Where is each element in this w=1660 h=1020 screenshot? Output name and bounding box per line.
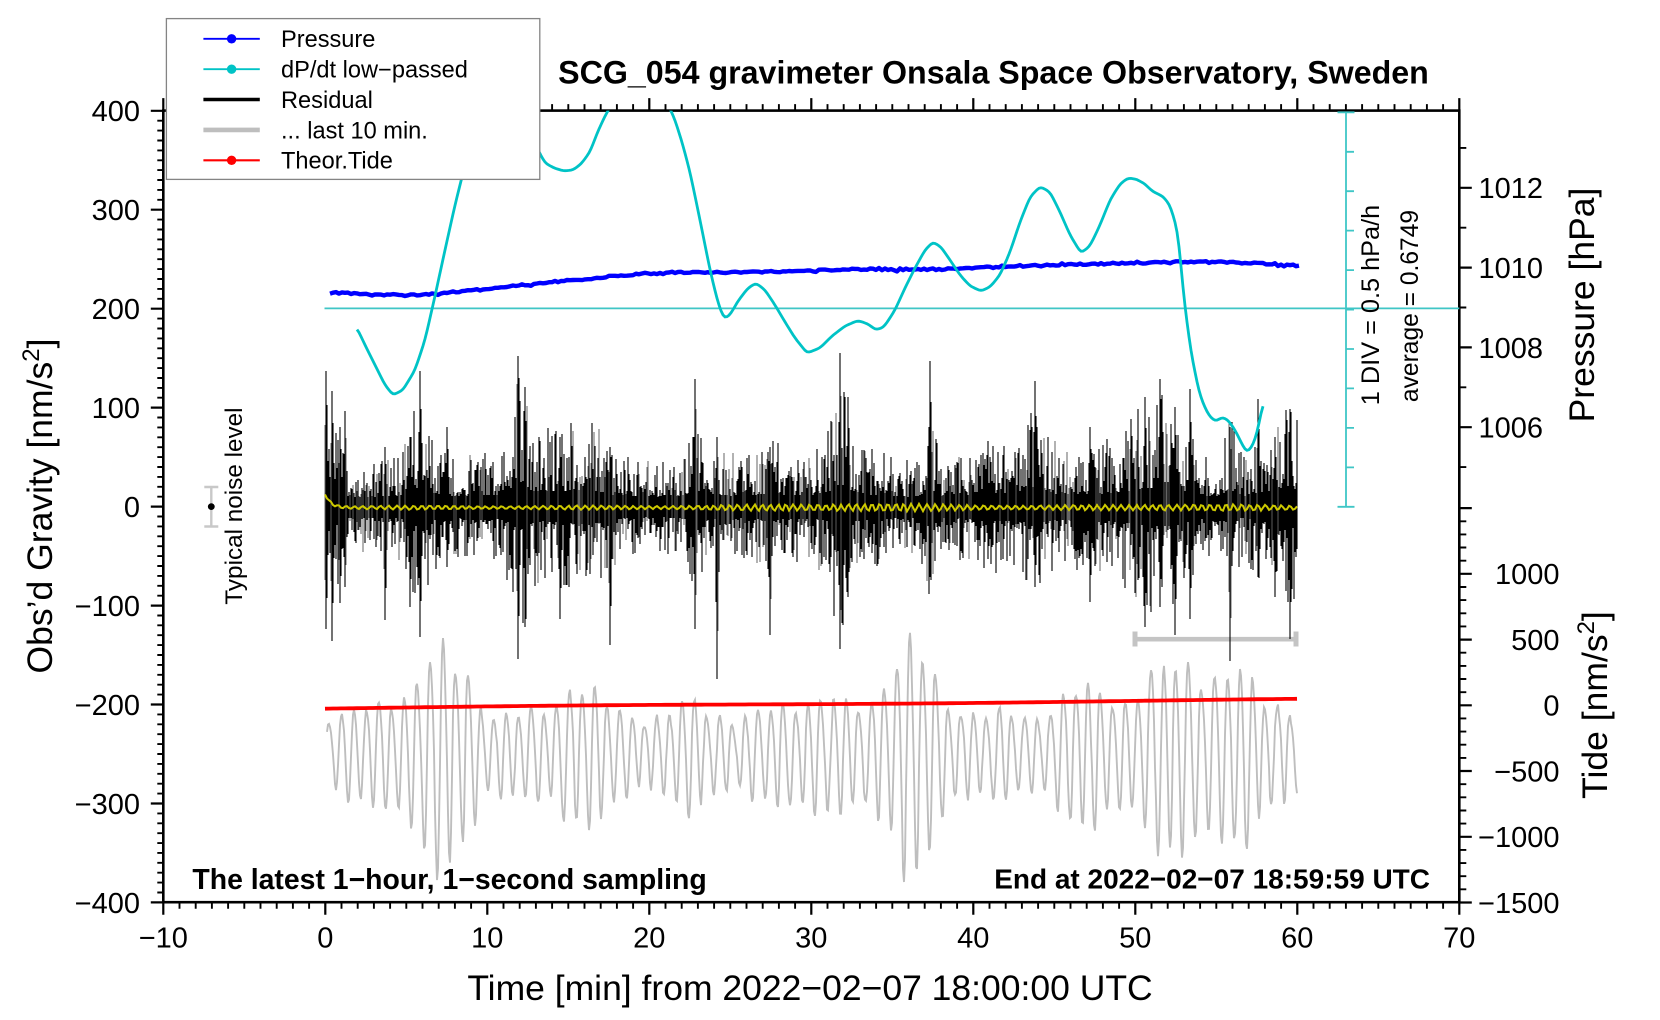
svg-text:30: 30: [795, 923, 827, 955]
svg-text:1008: 1008: [1478, 333, 1543, 365]
svg-text:50: 50: [1119, 923, 1151, 955]
svg-text:1012: 1012: [1478, 173, 1543, 205]
svg-text:Time [min] from 2022−02−07 18:: Time [min] from 2022−02−07 18:00:00 UTC: [467, 968, 1152, 1008]
svg-text:Tide [nm/s2]: Tide [nm/s2]: [1573, 611, 1615, 799]
svg-text:dP/dt low−passed: dP/dt low−passed: [281, 58, 468, 84]
svg-text:Pressure [hPa]: Pressure [hPa]: [1562, 188, 1602, 423]
svg-text:... last 10 min.: ... last 10 min.: [281, 118, 428, 144]
svg-text:1006: 1006: [1478, 413, 1543, 445]
svg-text:20: 20: [633, 923, 665, 955]
svg-text:1 DIV = 0.5 hPa/h: 1 DIV = 0.5 hPa/h: [1357, 205, 1385, 405]
svg-text:−1000: −1000: [1478, 822, 1559, 854]
svg-text:The latest 1−hour, 1−second sa: The latest 1−hour, 1−second sampling: [192, 864, 706, 896]
svg-text:−300: −300: [75, 789, 140, 821]
svg-text:1010: 1010: [1478, 253, 1543, 285]
svg-text:300: 300: [92, 195, 140, 227]
svg-text:100: 100: [92, 393, 140, 425]
svg-text:70: 70: [1443, 923, 1475, 955]
svg-text:10: 10: [471, 923, 503, 955]
svg-text:Residual: Residual: [281, 88, 373, 114]
svg-text:Obs’d Gravity [nm/s2]: Obs’d Gravity [nm/s2]: [18, 339, 60, 674]
svg-text:−200: −200: [75, 690, 140, 722]
svg-text:−10: −10: [139, 923, 188, 955]
svg-text:Pressure: Pressure: [281, 27, 375, 53]
svg-text:40: 40: [957, 923, 989, 955]
svg-text:−100: −100: [75, 591, 140, 623]
svg-text:SCG_054 gravimeter Onsala Spac: SCG_054 gravimeter Onsala Space Observat…: [558, 55, 1429, 91]
svg-text:Typical noise level: Typical noise level: [221, 407, 248, 604]
svg-text:−400: −400: [75, 888, 140, 920]
svg-text:Theor.Tide: Theor.Tide: [281, 149, 393, 175]
svg-text:0: 0: [124, 492, 140, 524]
svg-text:1000: 1000: [1495, 559, 1560, 591]
svg-text:−500: −500: [1494, 756, 1559, 788]
svg-text:200: 200: [92, 294, 140, 326]
svg-text:−1500: −1500: [1478, 888, 1559, 920]
svg-text:0: 0: [317, 923, 333, 955]
svg-text:End at 2022−02−07 18:59:59 UTC: End at 2022−02−07 18:59:59 UTC: [994, 864, 1430, 895]
svg-text:60: 60: [1281, 923, 1313, 955]
svg-text:average = 0.6749: average = 0.6749: [1397, 210, 1424, 402]
svg-text:0: 0: [1543, 691, 1559, 723]
svg-text:500: 500: [1511, 625, 1559, 657]
svg-text:400: 400: [92, 96, 140, 128]
